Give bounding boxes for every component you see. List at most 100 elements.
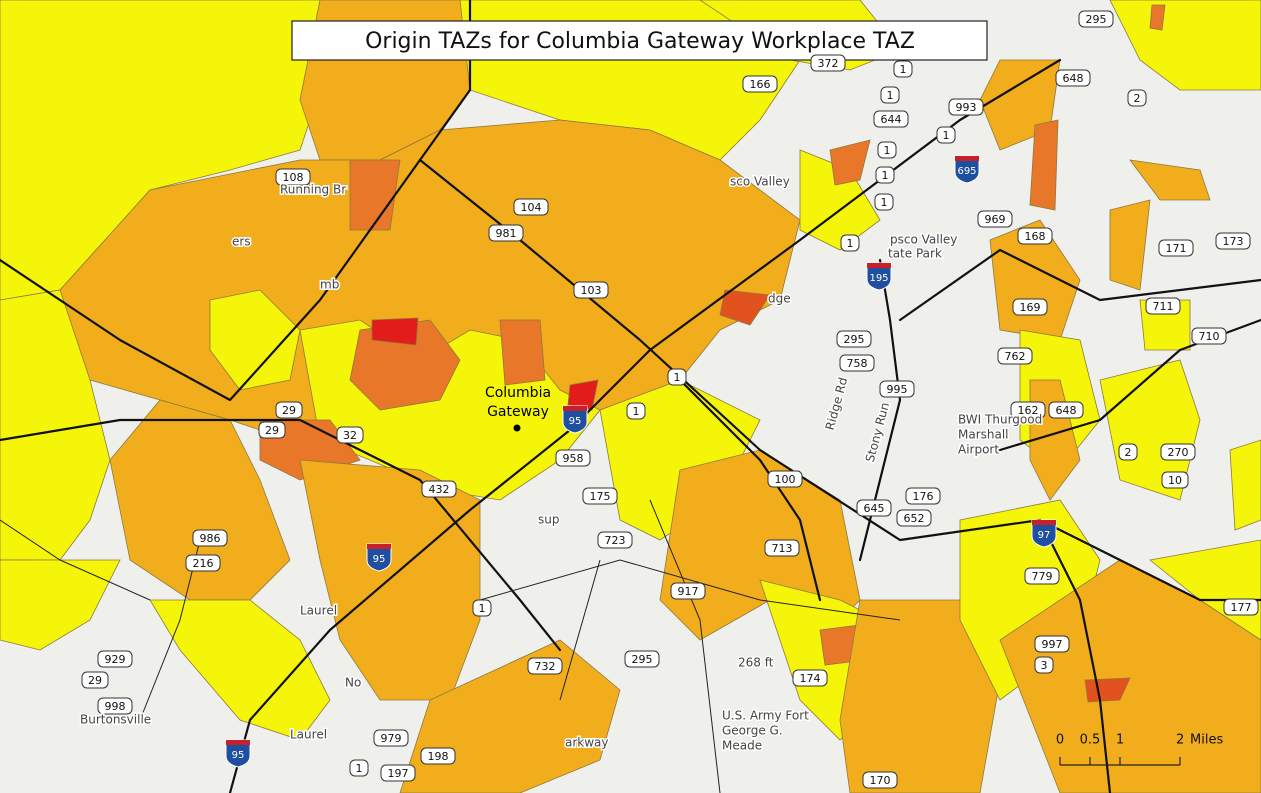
route-label: 1 (633, 405, 640, 418)
place-label: Marshall (958, 428, 1009, 442)
route-shield (97, 650, 133, 668)
route-label: 29 (282, 404, 296, 417)
route-shield (555, 449, 591, 467)
route-label: 162 (1018, 404, 1039, 417)
place-label: No (345, 676, 361, 690)
route-label: 1 (900, 63, 907, 76)
route-label: 97 (1038, 530, 1051, 541)
place-label: Laurel (290, 728, 327, 742)
route-label: 1 (884, 144, 891, 157)
scale-bar: 0 0.5 1 2 Miles (1056, 733, 1223, 766)
route-shield (873, 110, 909, 128)
route-shield (1078, 10, 1114, 28)
route-label: 958 (563, 452, 584, 465)
place-label: Airport (958, 443, 999, 457)
place-label: tate Park (888, 247, 942, 261)
route-shield (936, 126, 956, 144)
route-shield (472, 599, 492, 617)
route-label: 270 (1168, 446, 1189, 459)
route-label: 713 (772, 542, 793, 555)
route-shield (275, 168, 311, 186)
route-shield (1161, 471, 1189, 489)
interstate-shield (1031, 519, 1057, 548)
route-shield (421, 480, 457, 498)
place-label: psco Valley (890, 233, 957, 247)
route-label: 3 (1041, 659, 1048, 672)
route-shield (336, 426, 364, 444)
route-shield (597, 531, 633, 549)
route-shield (1012, 298, 1048, 316)
title-background (291, 20, 988, 61)
route-shield (879, 380, 915, 398)
interstate-shield (366, 543, 392, 572)
interstate-band (1032, 520, 1056, 525)
route-shield (840, 234, 860, 252)
route-shield (420, 747, 456, 765)
route-label: 95 (232, 750, 245, 761)
route-label: 644 (881, 113, 902, 126)
place-label: ers (232, 235, 251, 249)
route-label: 169 (1020, 301, 1041, 314)
route-shield (667, 368, 687, 386)
route-shield (1034, 656, 1054, 674)
route-label: 95 (373, 554, 386, 565)
route-shield (810, 54, 846, 72)
workplace-label: Gateway (487, 404, 549, 420)
route-shield (81, 671, 109, 689)
place-label: arkway (565, 736, 609, 750)
taz (1129, 159, 1211, 201)
route-label: 198 (428, 750, 449, 763)
scale-label: 0.5 (1080, 733, 1101, 748)
route-label: 295 (844, 333, 865, 346)
interstate-band (563, 406, 587, 411)
route-shield (1048, 401, 1084, 419)
route-label: 177 (1231, 601, 1252, 614)
route-shield (373, 729, 409, 747)
route-label: 432 (429, 483, 450, 496)
route-label: 29 (88, 674, 102, 687)
route-shield (877, 141, 897, 159)
place-label: Burtonsville (80, 713, 151, 727)
route-shield (527, 657, 563, 675)
taz (109, 399, 291, 601)
interstate-shield (562, 405, 588, 434)
route-label: 998 (105, 700, 126, 713)
workplace-marker (513, 424, 521, 432)
route-label: 170 (870, 774, 891, 787)
route-shield (997, 347, 1033, 365)
road (1038, 518, 1112, 793)
route-shield (626, 402, 646, 420)
scale-unit: Miles (1190, 733, 1223, 748)
route-shield (192, 529, 228, 547)
taz (499, 319, 546, 386)
route-shield (880, 86, 900, 104)
title-box: Origin TAZs for Columbia Gateway Workpla… (291, 20, 988, 61)
route-label: 1 (674, 371, 681, 384)
route-shield (97, 697, 133, 715)
route-label: 103 (581, 284, 602, 297)
route-label: 176 (913, 490, 934, 503)
taz (1109, 0, 1261, 91)
route-shield (1010, 401, 1046, 419)
place-label: Laurel (300, 604, 337, 618)
road (418, 158, 1261, 602)
route-label: 295 (1086, 13, 1107, 26)
route-shield (349, 759, 369, 777)
road (898, 248, 1261, 322)
route-label: 295 (632, 653, 653, 666)
route-shield (380, 764, 416, 782)
route-shield (836, 330, 872, 348)
route-shield (488, 224, 524, 242)
route-shield (275, 401, 303, 419)
route-label: 2 (1134, 92, 1141, 105)
route-shield (764, 539, 800, 557)
route-label: 1 (479, 602, 486, 615)
route-shield (856, 499, 892, 517)
route-label: 108 (283, 171, 304, 184)
route-shield (948, 98, 984, 116)
route-label: 100 (775, 473, 796, 486)
route-label: 174 (800, 672, 821, 685)
route-label: 166 (750, 78, 771, 91)
route-shield (839, 354, 875, 372)
